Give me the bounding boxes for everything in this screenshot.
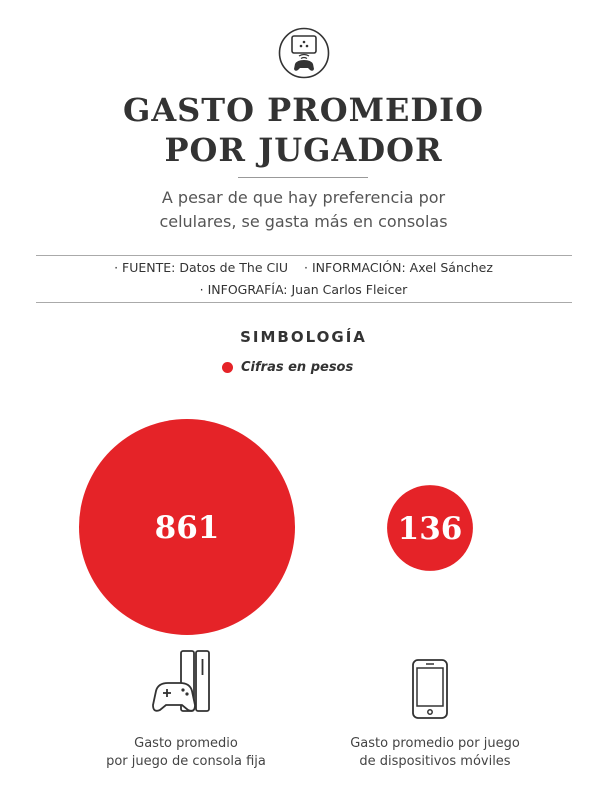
informacion-value: Axel Sánchez [409,260,493,275]
infografia-value: Juan Carlos Fleicer [291,282,408,297]
bubble-mobile [387,485,473,571]
bubble-label-mobile: 136 [398,511,463,547]
subtitle-line1: A pesar de que hay preferencia por [161,188,446,207]
fuente-value: Datos de The CIU [179,260,289,275]
legend-item: Cifras en pesos [222,358,353,376]
console-caption-line2: por juego de consola fija [106,754,266,769]
smartphone-icon [412,659,448,719]
legend-swatch [222,361,233,373]
console-caption-line1: Gasto promedio [134,736,238,751]
legend-label: Cifras en pesos [241,359,354,375]
credits-top-divider [36,255,572,256]
mobile-caption-line2: de dispositivos móviles [359,754,511,769]
credits-bottom-divider [36,302,572,303]
bubble-console [79,419,295,635]
page-title-line2: POR JUGADOR [164,131,443,169]
title-divider [238,177,368,178]
credits-line2: · INFOGRAFÍA: Juan Carlos Fleicer [0,280,607,300]
tv-gamepad-icon [278,27,330,79]
mobile-caption-line1: Gasto promedio por juego [350,736,520,751]
page-title-line1: GASTO PROMEDIO [122,91,485,129]
mobile-caption: Gasto promedio por juego de dispositivos… [325,735,545,771]
legend-title: SIMBOLOGÍA [240,328,367,346]
subtitle-line2: celulares, se gasta más en consolas [159,212,448,231]
informacion-label: · INFORMACIÓN: [304,260,406,275]
fuente-label: · FUENTE: [114,260,176,275]
infografia-label: · INFOGRAFÍA: [199,282,288,297]
bubble-label-console: 861 [155,510,220,546]
console-gamepad-icon [152,650,210,712]
console-caption: Gasto promedio por juego de consola fija [80,735,292,771]
credits-line1: · FUENTE: Datos de The CIU · INFORMACIÓN… [0,258,607,278]
